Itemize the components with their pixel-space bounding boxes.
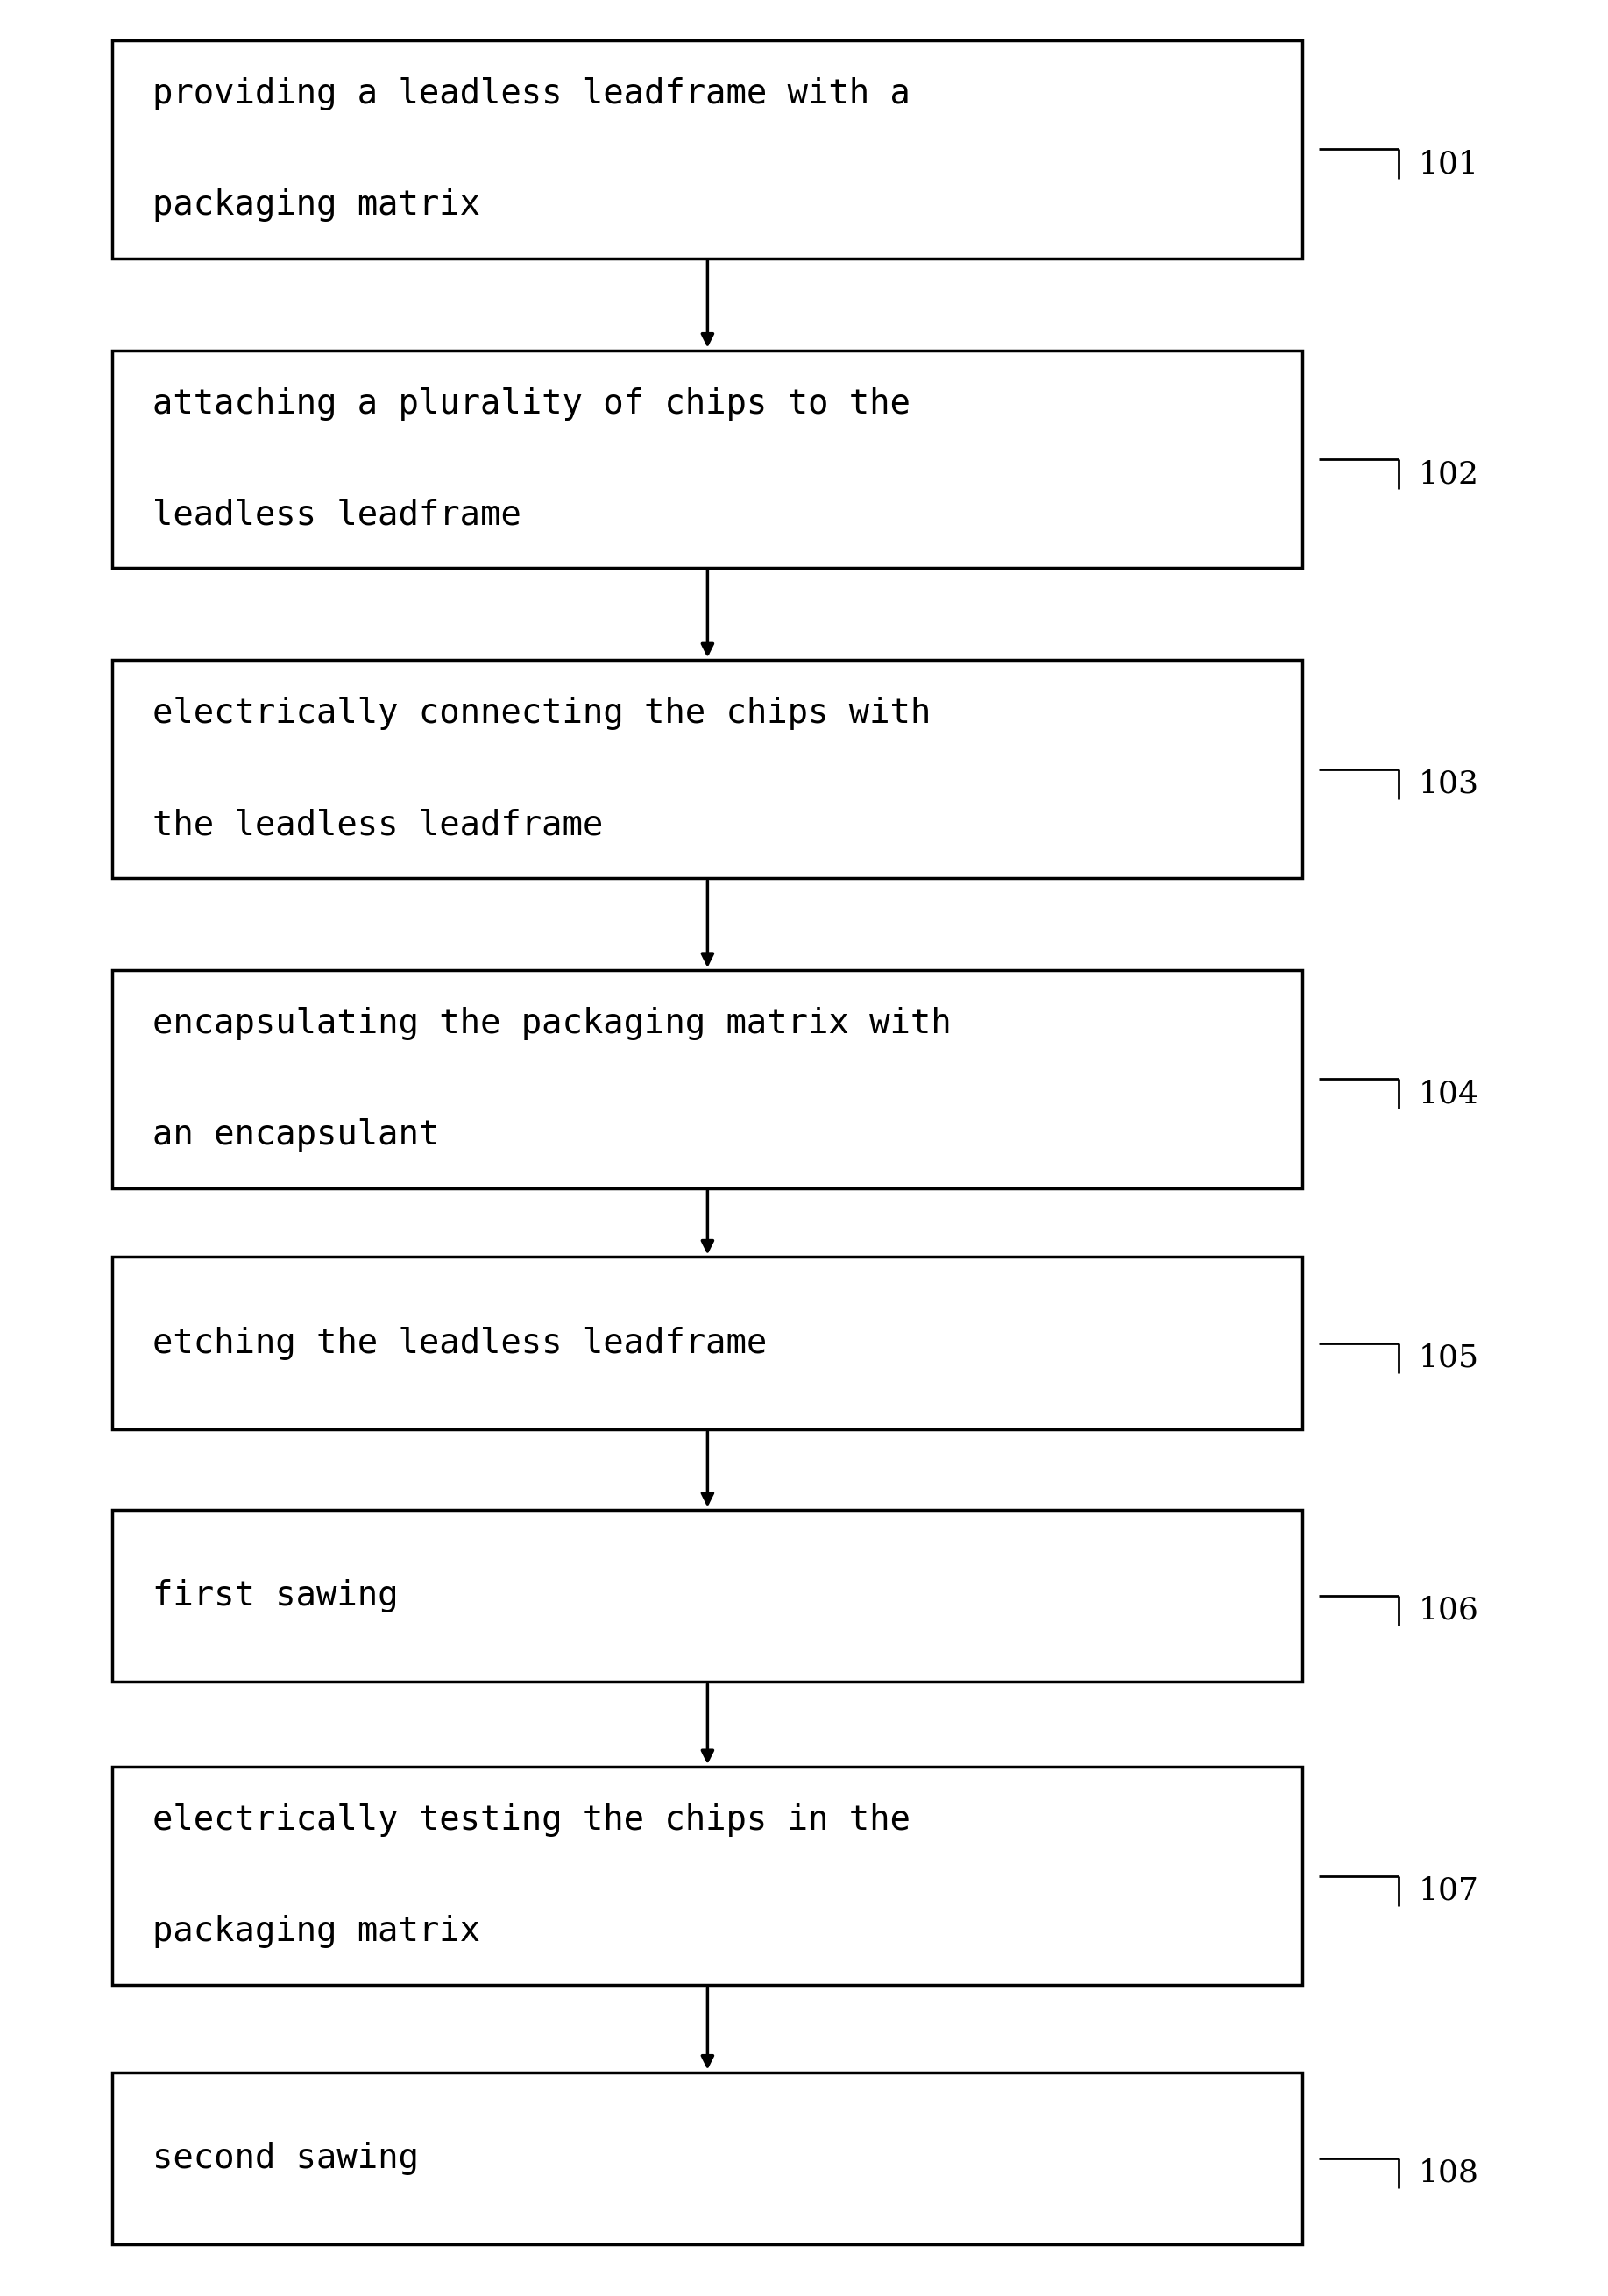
Text: etching the leadless leadframe: etching the leadless leadframe <box>153 1327 767 1359</box>
Text: electrically connecting the chips with: electrically connecting the chips with <box>153 698 931 730</box>
Text: 106: 106 <box>1418 1596 1479 1626</box>
Text: 105: 105 <box>1418 1343 1479 1373</box>
Bar <box>113 1768 1302 1984</box>
Text: an encapsulant: an encapsulant <box>153 1118 439 1150</box>
Text: second sawing: second sawing <box>153 2142 420 2174</box>
Text: the leadless leadframe: the leadless leadframe <box>153 808 603 840</box>
Text: encapsulating the packaging matrix with: encapsulating the packaging matrix with <box>153 1008 952 1040</box>
Bar <box>113 661 1302 877</box>
Bar <box>113 969 1302 1189</box>
Text: attaching a plurality of chips to the: attaching a plurality of chips to the <box>153 388 910 420</box>
Text: 102: 102 <box>1418 459 1479 489</box>
Text: packaging matrix: packaging matrix <box>153 1915 481 1947</box>
Bar <box>113 39 1302 259</box>
Text: 107: 107 <box>1418 1876 1479 1906</box>
Text: first sawing: first sawing <box>153 1580 399 1612</box>
Text: 108: 108 <box>1418 2158 1479 2188</box>
Bar <box>113 349 1302 567</box>
Text: providing a leadless leadframe with a: providing a leadless leadframe with a <box>153 78 910 110</box>
Text: electrically testing the chips in the: electrically testing the chips in the <box>153 1805 910 1837</box>
Text: leadless leadframe: leadless leadframe <box>153 498 521 530</box>
Text: 101: 101 <box>1418 149 1479 179</box>
Bar <box>113 2071 1302 2245</box>
Text: 104: 104 <box>1418 1079 1479 1109</box>
Bar <box>113 1258 1302 1428</box>
Text: 103: 103 <box>1418 769 1479 799</box>
Bar <box>113 1511 1302 1681</box>
Text: packaging matrix: packaging matrix <box>153 188 481 220</box>
